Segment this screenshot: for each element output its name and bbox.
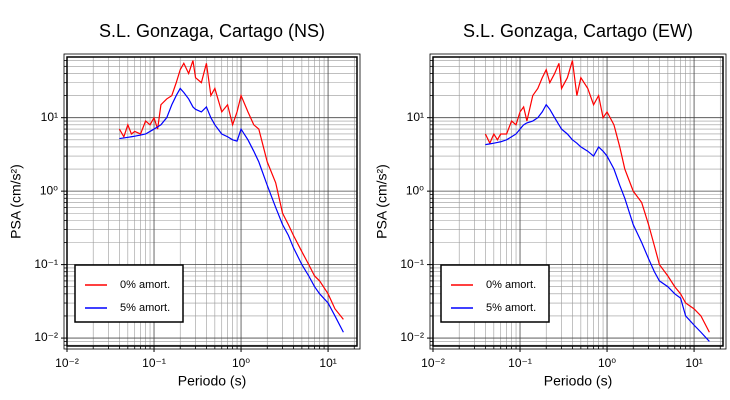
plot-frame-outer [429,53,727,350]
plot-frame [66,56,358,347]
y-tick-label: 10⁻¹ [34,257,58,271]
legend-label: 5% amort. [120,302,170,314]
legend-label: 0% amort. [486,279,536,291]
plot-frame [432,56,724,347]
series-line [485,103,710,342]
y-tick-label: 10⁰ [406,183,424,197]
x-tick-label: 10⁻² [55,356,79,370]
x-tick-label: 10⁰ [232,356,250,370]
x-tick-label: 10⁻² [421,356,445,370]
x-axis-label: Periodo (s) [178,373,246,389]
legend-box [74,264,184,323]
legend-box [440,264,550,323]
x-tick-label: 10⁰ [598,356,616,370]
x-tick-label: 10¹ [319,356,336,370]
series-line [484,60,710,333]
y-tick-label: 10⁰ [40,183,58,197]
chart-title: S.L. Gonzaga, Cartago (NS) [99,21,325,41]
legend-label: 0% amort. [120,279,170,291]
series-line [118,60,344,320]
x-tick-label: 10⁻¹ [508,356,532,370]
y-tick-label: 10⁻² [34,330,58,344]
chart-title: S.L. Gonzaga, Cartago (EW) [463,21,693,41]
y-axis-label: PSA (cm/s²) [8,164,24,239]
legend-label: 5% amort. [486,302,536,314]
x-tick-label: 10⁻¹ [142,356,166,370]
plot-frame-outer [63,53,361,350]
y-tick-label: 10¹ [41,110,58,124]
y-tick-label: 10¹ [407,110,424,124]
series-line [119,87,344,333]
y-tick-label: 10⁻² [400,330,424,344]
y-tick-label: 10⁻¹ [400,257,424,271]
y-axis-label: PSA (cm/s²) [374,164,390,239]
x-axis-label: Periodo (s) [544,373,612,389]
x-tick-label: 10¹ [685,356,702,370]
